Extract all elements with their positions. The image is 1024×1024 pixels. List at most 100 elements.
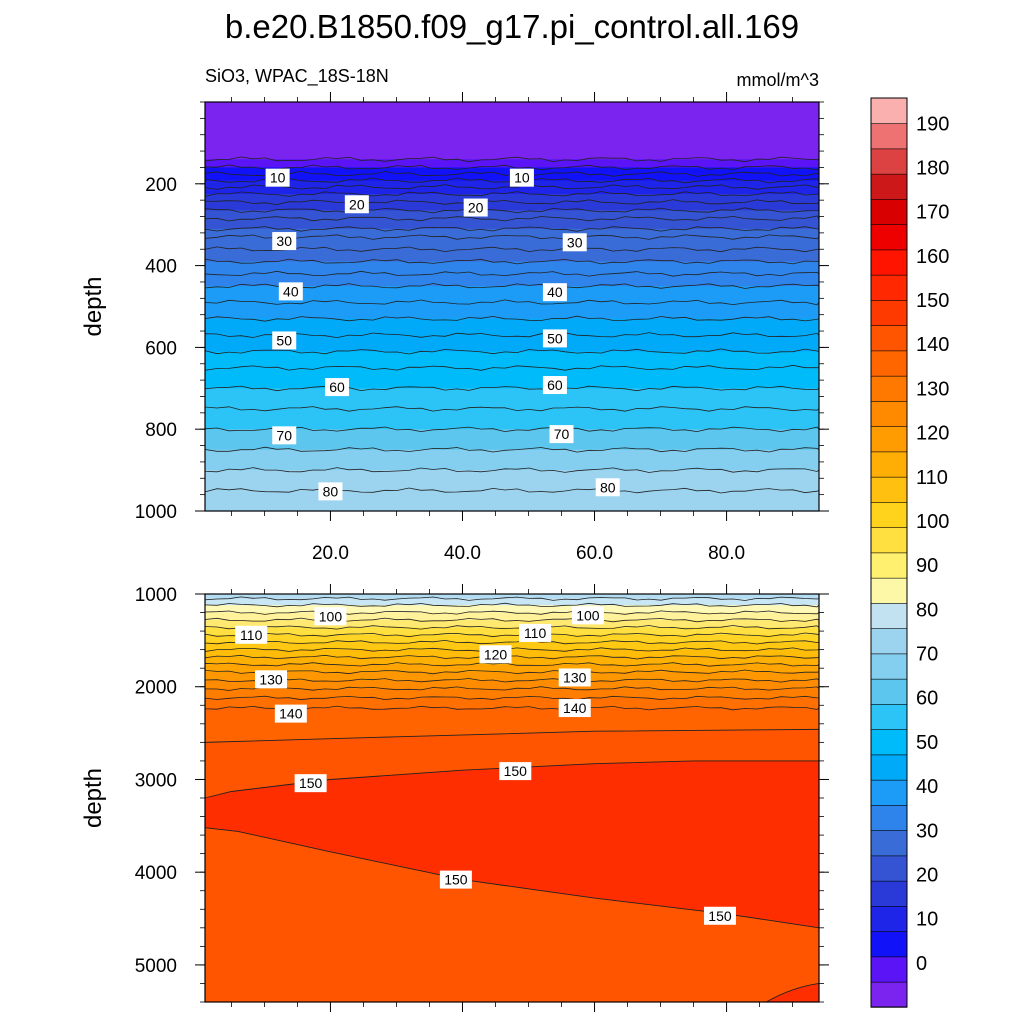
contour-band <box>205 202 819 211</box>
colorbar-box <box>870 552 908 579</box>
contour-band <box>205 671 819 681</box>
contour-label-bg <box>272 232 297 251</box>
colorbar-box <box>870 728 908 756</box>
contour-label: 140 <box>279 706 303 722</box>
y-tick-label: 2000 <box>135 678 177 699</box>
contour-label-bg <box>479 645 512 664</box>
colorbar-box <box>870 400 908 427</box>
contour-label-bg <box>439 870 472 889</box>
colorbar-tick-label: 60 <box>916 688 938 710</box>
colorbar-box <box>870 905 908 932</box>
contour-band <box>205 228 819 238</box>
contour-label-bg <box>519 623 552 642</box>
contour-label-bg <box>562 233 587 252</box>
contour-band <box>205 688 819 699</box>
contour-line <box>204 617 820 623</box>
contour-line <box>204 315 820 322</box>
colorbar-box <box>870 249 908 276</box>
units-label: mmol/m^3 <box>737 70 819 90</box>
contour-line <box>204 695 819 701</box>
contour-band <box>205 249 819 263</box>
colorbar-tick-label: 50 <box>916 732 938 754</box>
colorbar-box <box>870 577 908 604</box>
contour-band <box>205 664 819 673</box>
contour-line <box>204 215 820 222</box>
contour-label: 30 <box>567 234 583 250</box>
y-axis-label: depth <box>80 768 107 828</box>
contour-band <box>205 627 819 636</box>
colorbar-tick-label: 30 <box>916 820 938 842</box>
contour-line <box>204 246 820 253</box>
colorbar-tick-label: 0 <box>916 953 927 975</box>
colorbar-tick-label: 100 <box>916 511 949 533</box>
contour-band <box>205 351 819 369</box>
contour-band <box>205 598 819 606</box>
contour-line <box>204 156 820 163</box>
contour-label-bg <box>272 331 297 350</box>
colorbar-tick-label: 130 <box>916 378 949 400</box>
contour-line <box>204 686 820 691</box>
contour-label-bg <box>595 478 620 497</box>
contour-label-bg <box>265 168 290 187</box>
contour-band <box>205 273 819 287</box>
contour-label: 150 <box>299 775 323 791</box>
contour-label-bg <box>542 376 567 395</box>
contour-label-bg <box>558 699 591 718</box>
contour-label-bg <box>571 606 604 625</box>
contour-line <box>204 639 820 645</box>
contour-label: 80 <box>323 483 339 499</box>
contour-band <box>205 388 819 410</box>
colorbar-box <box>870 375 908 402</box>
contour-band <box>205 236 819 250</box>
contour-line <box>204 207 820 214</box>
y-axis-label: depth <box>80 276 107 336</box>
contour-label: 20 <box>468 200 484 216</box>
colorbar-box <box>870 880 908 907</box>
colorbar-tick-label: 120 <box>916 423 949 445</box>
contour-label-bg <box>549 425 574 444</box>
contour-band <box>205 187 819 195</box>
contour-band <box>205 605 819 614</box>
y-tick-label: 1000 <box>135 585 177 606</box>
colorbar: 0 10 20 30 40 50 60 70 80 90 100 110 120 130 140 150 160… <box>870 97 949 1008</box>
contour-line <box>204 226 820 232</box>
colorbar-box <box>870 602 908 629</box>
contour-label: 50 <box>547 330 563 346</box>
contour-band-core <box>205 760 819 928</box>
contour-label-bg <box>314 607 347 626</box>
colorbar-tick-label: 110 <box>916 467 948 489</box>
x-tick-label: 60.0 <box>576 543 613 564</box>
contour-label: 10 <box>270 170 286 186</box>
contour-line <box>204 270 820 277</box>
contour-band <box>205 218 819 230</box>
contour-band <box>205 449 819 471</box>
plot-frame <box>204 101 820 512</box>
y-tick-label: 200 <box>145 175 177 196</box>
contour-line <box>204 625 820 630</box>
contour-label: 100 <box>319 608 343 624</box>
colorbar-box <box>870 526 908 554</box>
contour-label-bg <box>272 426 297 445</box>
contour-line <box>204 385 820 392</box>
contour-label-bg <box>274 704 307 723</box>
colorbar-box <box>870 501 908 528</box>
contour-line <box>204 234 820 240</box>
contour-line <box>204 184 820 190</box>
contour-band <box>205 335 819 353</box>
contour-label: 60 <box>547 377 563 393</box>
contour-label: 140 <box>563 700 587 716</box>
colorbar-box <box>870 981 908 1008</box>
contour-band <box>205 318 819 336</box>
contour-label: 40 <box>547 284 563 300</box>
colorbar-box <box>870 678 908 705</box>
contour-band <box>205 159 819 169</box>
contour-label-bg <box>318 482 343 501</box>
contour-line <box>204 332 820 339</box>
contour-line <box>204 610 820 615</box>
contour-label: 130 <box>259 671 283 687</box>
contour-label: 60 <box>329 379 345 395</box>
chart-title: b.e20.B1850.f09_g17.pi_control.all.169 <box>225 8 799 45</box>
contour-label-bg <box>703 906 736 925</box>
contour-label: 20 <box>349 196 365 212</box>
contour-line <box>204 199 820 206</box>
